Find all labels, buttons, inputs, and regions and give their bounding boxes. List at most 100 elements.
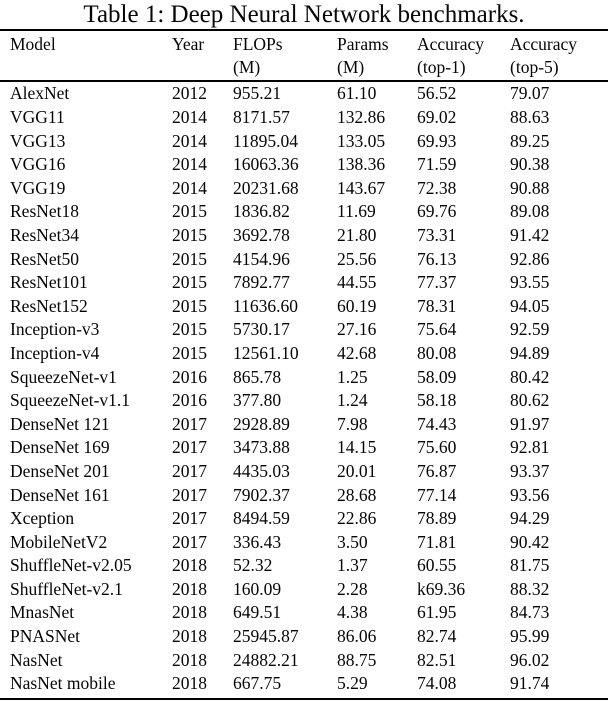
cell-model: ResNet101: [10, 272, 88, 293]
column-header-model: Model: [10, 34, 56, 54]
cell-flops_m: 336.43: [233, 531, 282, 552]
cell-acc_top1: 82.51: [417, 649, 457, 670]
cell-model: Inception-v4: [10, 342, 100, 363]
cell-model: MnasNet: [10, 602, 75, 623]
cell-year: 2015: [172, 342, 207, 363]
cell-flops_m: 4154.96: [233, 248, 290, 269]
cell-acc_top5: 90.88: [510, 177, 550, 198]
cell-acc_top1: 69.93: [417, 130, 457, 151]
table-row: DenseNet 201 2017 4435.03 20.01 76.87 93.37: [0, 460, 608, 484]
cell-acc_top5: 89.25: [510, 130, 550, 151]
cell-flops_m: 4435.03: [233, 460, 290, 481]
table-row: AlexNet 2012 955.21 61.10 56.52 79.07: [0, 82, 608, 106]
cell-model: VGG11: [10, 107, 65, 127]
table-row: VGG11 2014 8171.57 132.86 69.02 88.63: [0, 106, 608, 130]
cell-acc_top1: 71.59: [417, 154, 457, 175]
cell-params_m: 22.86: [337, 508, 377, 529]
cell-acc_top5: 96.02: [510, 649, 550, 670]
cell-flops_m: 7902.37: [233, 484, 290, 505]
cell-year: 2014: [172, 130, 207, 151]
cell-params_m: 1.25: [337, 366, 368, 387]
table-row: DenseNet 161 2017 7902.37 28.68 77.14 93.56: [0, 484, 608, 508]
cell-acc_top1: 76.87: [417, 460, 457, 481]
column-header-accuracy-top5: Accuracy (top-5): [510, 34, 578, 78]
cell-params_m: 4.38: [337, 602, 368, 623]
cell-year: 2016: [172, 390, 207, 411]
cell-acc_top1: 58.09: [417, 366, 457, 387]
cell-acc_top5: 94.29: [510, 508, 550, 529]
cell-acc_top5: 84.73: [510, 602, 550, 623]
cell-params_m: 44.55: [337, 272, 377, 293]
cell-year: 2017: [172, 437, 207, 458]
cell-year: 2015: [172, 272, 207, 293]
cell-acc_top1: 74.43: [417, 413, 457, 434]
cell-model: DenseNet 169: [10, 437, 110, 458]
cell-params_m: 11.69: [337, 201, 376, 222]
table-row: VGG16 2014 16063.36 138.36 71.59 90.38: [0, 153, 608, 177]
table-row: ShuffleNet-v2.1 2018 160.09 2.28 k69.36 88.32: [0, 578, 608, 602]
cell-flops_m: 7892.77: [233, 272, 290, 293]
cell-model: Inception-v3: [10, 319, 100, 340]
column-header-accuracy-top1: Accuracy (top-1): [417, 34, 485, 78]
cell-params_m: 133.05: [337, 130, 386, 151]
cell-model: SqueezeNet-v1: [10, 366, 117, 387]
cell-params_m: 1.37: [337, 555, 368, 576]
cell-acc_top5: 90.42: [510, 531, 550, 552]
table-row: MobileNetV2 2017 336.43 3.50 71.81 90.42: [0, 531, 608, 555]
cell-flops_m: 3692.78: [233, 224, 290, 245]
cell-params_m: 2.28: [337, 578, 368, 599]
cell-acc_top5: 91.42: [510, 224, 550, 245]
cell-year: 2015: [172, 295, 207, 316]
cell-acc_top1: 76.13: [417, 248, 457, 269]
cell-year: 2014: [172, 177, 207, 198]
cell-model: ResNet34: [10, 224, 80, 245]
column-header-flops: FLOPs (M): [233, 34, 283, 78]
cell-model: VGG16: [10, 154, 66, 175]
cell-params_m: 42.68: [337, 342, 377, 363]
cell-flops_m: 8171.57: [233, 107, 290, 127]
cell-acc_top1: 82.74: [417, 626, 457, 647]
bottom-rule: [0, 697, 608, 700]
cell-year: 2014: [172, 107, 207, 127]
cell-year: 2017: [172, 413, 207, 434]
cell-acc_top5: 88.63: [510, 107, 550, 127]
cell-flops_m: 5730.17: [233, 319, 290, 340]
cell-acc_top5: 93.56: [510, 484, 550, 505]
table-row: Xception 2017 8494.59 22.86 78.89 94.29: [0, 507, 608, 531]
cell-year: 2017: [172, 531, 207, 552]
header-rule: [0, 80, 608, 83]
cell-acc_top1: 78.31: [417, 295, 457, 316]
cell-model: VGG13: [10, 130, 66, 151]
cell-acc_top1: 73.31: [417, 224, 457, 245]
cell-acc_top5: 95.99: [510, 626, 550, 647]
cell-flops_m: 649.51: [233, 602, 282, 623]
table-row: DenseNet 121 2017 2928.89 7.98 74.43 91.97: [0, 413, 608, 437]
table-row: VGG13 2014 11895.04 133.05 69.93 89.25: [0, 130, 608, 154]
cell-params_m: 25.56: [337, 248, 377, 269]
cell-acc_top5: 92.86: [510, 248, 550, 269]
cell-model: ResNet18: [10, 201, 80, 222]
cell-params_m: 60.19: [337, 295, 377, 316]
cell-flops_m: 955.21: [233, 83, 282, 104]
cell-year: 2015: [172, 248, 207, 269]
cell-year: 2017: [172, 508, 207, 529]
cell-model: ResNet152: [10, 295, 88, 316]
cell-model: NasNet mobile: [10, 673, 116, 694]
cell-year: 2014: [172, 154, 207, 175]
cell-model: AlexNet: [10, 83, 70, 104]
top-rule: [0, 29, 608, 31]
cell-flops_m: 24882.21: [233, 649, 299, 670]
cell-model: ShuffleNet-v2.1: [10, 578, 123, 599]
table-row: ResNet50 2015 4154.96 25.56 76.13 92.86: [0, 248, 608, 272]
table-row: MnasNet 2018 649.51 4.38 61.95 84.73: [0, 601, 608, 625]
cell-acc_top1: 80.08: [417, 342, 457, 363]
cell-params_m: 14.15: [337, 437, 377, 458]
table-caption: Table 1: Deep Neural Network benchmarks.: [83, 1, 525, 28]
cell-acc_top5: 94.89: [510, 342, 550, 363]
cell-year: 2018: [172, 555, 207, 576]
table-row: ResNet34 2015 3692.78 21.80 73.31 91.42: [0, 224, 608, 248]
table-body: AlexNet 2012 955.21 61.10 56.52 79.07 VGG11 201…: [0, 82, 608, 695]
cell-acc_top1: 60.55: [417, 555, 457, 576]
cell-year: 2016: [172, 366, 207, 387]
